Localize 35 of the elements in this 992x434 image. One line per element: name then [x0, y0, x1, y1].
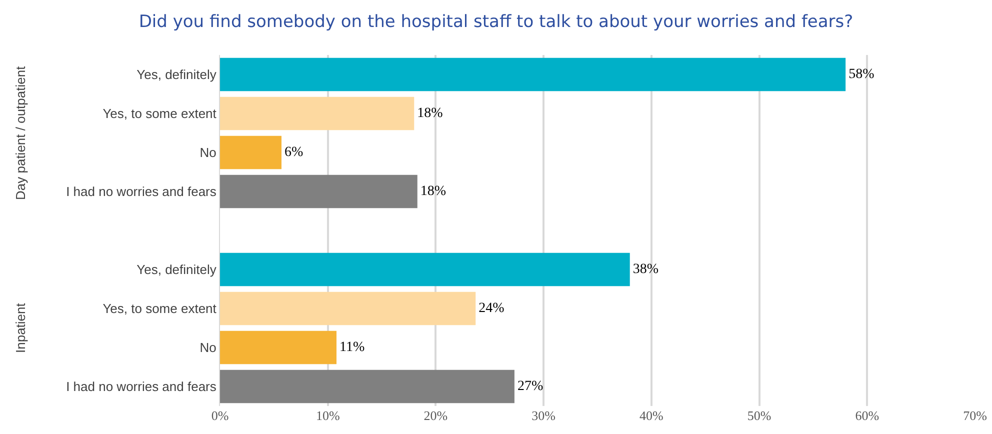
data-label: 6%: [284, 145, 304, 160]
x-tick-label: 0%: [211, 408, 229, 423]
x-tick-label: 40%: [640, 408, 664, 423]
y-tick-label: I had no worries and fears: [66, 379, 217, 394]
x-tick-label: 30%: [532, 408, 556, 423]
bar: [220, 252, 630, 286]
x-tick-label: 50%: [747, 408, 772, 423]
bar: [220, 292, 476, 326]
y-tick-label: No: [200, 340, 216, 356]
y-tick-label: Yes, to some extent: [102, 301, 217, 316]
y-tick-label: Yes, definitely: [136, 67, 217, 82]
bar: [220, 330, 336, 364]
bar: [220, 96, 414, 130]
x-tick-label: 60%: [855, 408, 880, 423]
y-tick-label: I had no worries and fears: [66, 184, 217, 200]
data-label: 18%: [420, 184, 446, 200]
data-label: 38%: [632, 262, 659, 278]
data-label: 24%: [478, 301, 505, 316]
text: Day patient / outpatient: [13, 66, 28, 200]
y-tick-label: Yes, definitely: [136, 262, 217, 278]
data-label: 11%: [339, 340, 365, 356]
bar: [220, 174, 418, 208]
y-tick-label: Yes, to some extent: [102, 106, 217, 122]
bar: [220, 136, 282, 170]
x-tick-label: 10%: [316, 408, 340, 423]
y-tick-label: No: [200, 145, 216, 160]
data-label: 58%: [848, 67, 875, 82]
x-tick-label: 70%: [963, 408, 988, 423]
bar: [220, 58, 846, 92]
bar: [220, 370, 514, 404]
text: Inpatient: [13, 302, 28, 353]
x-tick-label: 20%: [424, 408, 448, 423]
data-label: 27%: [517, 379, 544, 394]
data-label: 18%: [417, 106, 444, 121]
chart-title: Did you find somebody on the hospital staff to talk to about your worries and fears?: [138, 12, 854, 32]
